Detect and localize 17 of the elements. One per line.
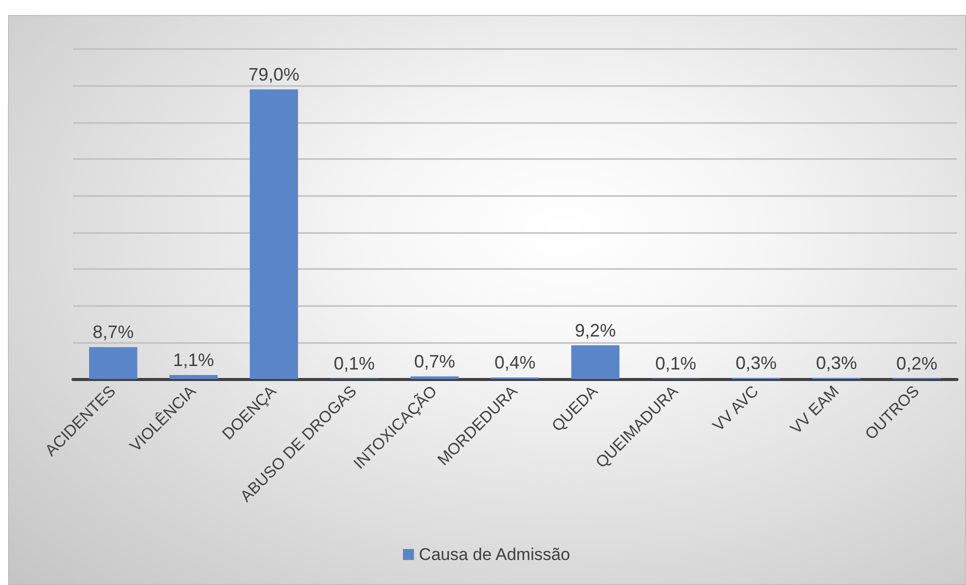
data-label: 0,7% (414, 351, 456, 372)
bar (89, 347, 138, 379)
data-label: 0,1% (655, 354, 696, 374)
bar (571, 345, 620, 379)
data-label: 1,1% (173, 350, 214, 370)
data-label: 9,2% (574, 320, 616, 340)
data-label: 0,3% (736, 352, 777, 373)
data-label: 0,1% (334, 354, 375, 374)
data-label: 0,4% (494, 352, 536, 373)
data-label: 8,7% (92, 322, 134, 342)
bar (169, 374, 218, 379)
legend-label: Causa de Admissão (418, 545, 570, 564)
bar (410, 376, 459, 379)
data-label: 0,2% (896, 353, 938, 374)
data-label: 79,0% (248, 64, 300, 84)
data-label: 0,3% (816, 352, 857, 373)
bar (250, 89, 298, 379)
